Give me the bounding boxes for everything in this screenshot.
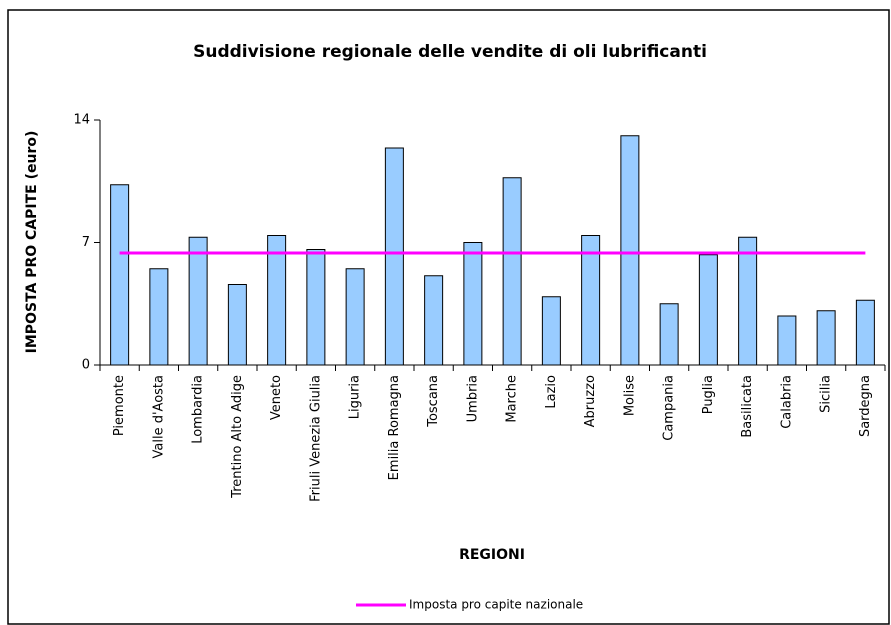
bar xyxy=(581,235,601,366)
x-tick-label: Emilia Romagna xyxy=(387,375,402,480)
x-axis-label: REGIONI xyxy=(459,547,525,563)
legend-label: Imposta pro capite nazionale xyxy=(409,598,583,612)
x-tick-label: Piemonte xyxy=(112,375,127,436)
x-tick-label: Sicilia xyxy=(819,375,834,413)
x-tick-label: Molise xyxy=(622,375,637,416)
x-tick-label: Friuli Venezia Giulia xyxy=(308,375,323,502)
bar xyxy=(227,284,247,366)
x-tick-label: Veneto xyxy=(269,375,284,420)
bar xyxy=(424,275,444,366)
x-tick-label: Toscana xyxy=(426,375,441,428)
bar xyxy=(541,296,561,366)
bar xyxy=(188,236,208,366)
bar xyxy=(738,236,758,366)
y-axis-label: IMPOSTA PRO CAPITE (euro) xyxy=(24,131,40,354)
bar xyxy=(463,242,483,366)
y-tick-label: 0 xyxy=(82,358,90,373)
x-tick-label: Calabria xyxy=(779,375,794,429)
x-tick-label: Liguria xyxy=(348,375,363,419)
x-tick-label: Abruzzo xyxy=(583,375,598,427)
x-tick-label: Marche xyxy=(505,375,520,423)
y-tick-label: 14 xyxy=(73,113,90,128)
x-tick-label: Lombardia xyxy=(191,375,206,444)
x-tick-label: Puglia xyxy=(701,375,716,414)
bar xyxy=(149,268,169,366)
y-tick-label: 7 xyxy=(82,235,90,250)
bar xyxy=(502,177,522,366)
x-tick-label: Lazio xyxy=(544,375,559,409)
x-tick-label: Basilicata xyxy=(740,375,755,438)
bar xyxy=(620,135,640,366)
bar xyxy=(384,147,404,366)
bar xyxy=(659,303,679,366)
bar xyxy=(345,268,365,366)
x-tick-label: Campania xyxy=(662,375,677,441)
bar xyxy=(110,184,130,366)
bar xyxy=(267,235,287,366)
chart-title: Suddivisione regionale delle vendite di … xyxy=(193,42,707,62)
bar xyxy=(816,310,836,366)
bar xyxy=(777,315,797,366)
bar xyxy=(306,249,326,366)
x-tick-label: Sardegna xyxy=(858,375,873,437)
x-tick-label: Valle d'Aosta xyxy=(151,375,166,458)
bar xyxy=(855,299,875,366)
x-tick-label: Trentino Alto Adige xyxy=(230,375,245,499)
bar xyxy=(698,254,718,366)
x-tick-label: Umbria xyxy=(465,375,480,422)
